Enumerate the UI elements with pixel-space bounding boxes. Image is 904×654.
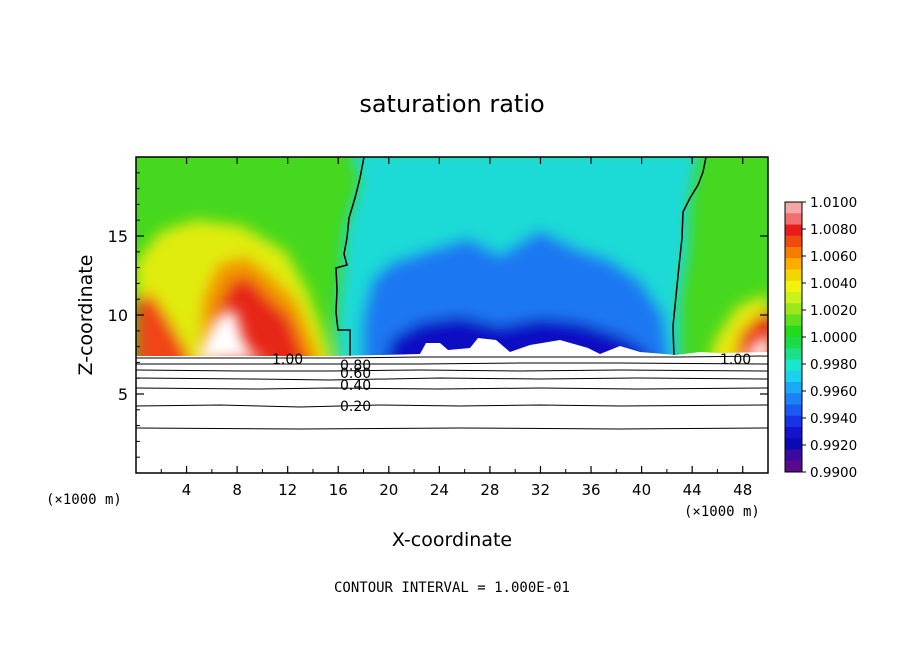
saturation-field xyxy=(136,157,768,359)
y-tick-label: 5 xyxy=(118,385,128,404)
contour-line-1.00 xyxy=(136,355,768,359)
x-axis: 4 8 12 16 20 24 28 32 36 40 44 48 xyxy=(160,157,752,499)
y-axis-label: Z-coordinate xyxy=(75,255,97,376)
y-tick-label: 15 xyxy=(108,227,128,246)
contour-interval-note: CONTOUR INTERVAL = 1.000E-01 xyxy=(334,580,570,596)
contour-line-mid xyxy=(136,387,768,390)
x-tick-label: 8 xyxy=(232,481,242,499)
colorbar-swatch xyxy=(785,292,802,304)
x-unit-left: (×1000 m) xyxy=(46,492,122,508)
x-tick-label: 48 xyxy=(733,481,752,499)
colorbar-swatch xyxy=(785,224,802,237)
contour-label-0.60: 0.60 xyxy=(340,366,371,382)
contour-line-0.40 xyxy=(136,377,768,381)
left-edge-warm xyxy=(136,294,191,359)
colorbar-swatch xyxy=(785,449,802,462)
colorbar-level-label: 1.0000 xyxy=(810,330,857,346)
x-tick-label: 12 xyxy=(278,481,297,499)
contour-label-1.00-left: 1.00 xyxy=(272,352,303,368)
colorbar-level-label: 1.0040 xyxy=(810,276,857,292)
colorbar-swatch xyxy=(785,258,802,270)
x-tick-label: 36 xyxy=(581,481,600,499)
colorbar-swatch xyxy=(785,269,802,282)
colorbar-swatch xyxy=(785,348,802,360)
colorbar-level-label: 1.0060 xyxy=(810,249,857,265)
colorbar-level-label: 1.0020 xyxy=(810,303,857,319)
colorbar-swatch xyxy=(785,303,802,315)
colorbar-swatch xyxy=(785,247,802,259)
x-tick-label: 20 xyxy=(379,481,398,499)
contour-label-0.40: 0.40 xyxy=(340,378,371,394)
colorbar-swatch xyxy=(785,427,802,439)
mask-below-crest xyxy=(136,338,768,359)
colorbar-level-label: 1.0100 xyxy=(810,195,857,211)
colorbar-swatch xyxy=(785,415,802,428)
x-tick-label: 40 xyxy=(632,481,651,499)
contour-label-0.20: 0.20 xyxy=(340,399,371,415)
cloud-left xyxy=(196,310,267,359)
x-tick-label: 16 xyxy=(329,481,348,499)
contour-label-0.80: 0.80 xyxy=(340,358,371,374)
x-unit-right: (×1000 m) xyxy=(684,504,760,520)
contour-line-0.80 xyxy=(136,362,768,365)
chart-title: saturation ratio xyxy=(359,90,544,118)
x-tick-label: 4 xyxy=(182,481,192,499)
y-axis: 5 10 15 xyxy=(108,172,768,458)
colorbar xyxy=(784,201,803,473)
colorbar-level-label: 0.9940 xyxy=(810,411,857,427)
colorbar-swatch xyxy=(785,235,802,248)
colorbar-swatch xyxy=(785,359,802,372)
contour-label-1.00-right: 1.00 xyxy=(720,352,751,368)
colorbar-swatch xyxy=(785,404,802,417)
saturation-contour-left xyxy=(335,157,365,358)
x-tick-label: 32 xyxy=(531,481,550,499)
colorbar-level-label: 0.9920 xyxy=(810,438,857,454)
contour-line-0.60 xyxy=(136,369,768,372)
colorbar-swatch xyxy=(785,370,802,383)
saturation-contour-right xyxy=(672,157,707,359)
colorbar-swatch xyxy=(785,325,802,338)
colorbar-swatch xyxy=(785,202,802,214)
x-tick-label: 24 xyxy=(430,481,449,499)
colorbar-swatch xyxy=(785,337,802,349)
colorbar-level-label: 0.9980 xyxy=(810,357,857,373)
colorbar-swatch xyxy=(785,314,802,327)
contour-lines xyxy=(136,355,768,430)
contour-labels: 1.00 0.80 0.60 0.40 0.20 1.00 xyxy=(272,352,751,415)
colorbar-swatch xyxy=(785,438,802,450)
colorbar-swatch xyxy=(785,393,802,405)
x-tick-label: 28 xyxy=(480,481,499,499)
plot-area xyxy=(136,157,768,473)
colorbar-level-label: 0.9960 xyxy=(810,384,857,400)
x-tick-label: 44 xyxy=(683,481,702,499)
colorbar-swatch xyxy=(785,213,802,225)
colorbar-level-label: 1.0080 xyxy=(810,222,857,238)
colorbar-swatch xyxy=(785,280,802,293)
contour-line-0.20 xyxy=(136,404,768,408)
colorbar-swatch xyxy=(785,382,802,394)
x-axis-label: X-coordinate xyxy=(392,529,512,551)
y-tick-label: 10 xyxy=(108,306,128,325)
contour-line-bottom xyxy=(136,427,768,430)
colorbar-swatch xyxy=(785,460,802,473)
colorbar-level-label: 0.9900 xyxy=(810,465,857,481)
colorbar-labels: 1.0100 1.0080 1.0060 1.0040 1.0020 1.0000 0.99… xyxy=(802,195,857,481)
